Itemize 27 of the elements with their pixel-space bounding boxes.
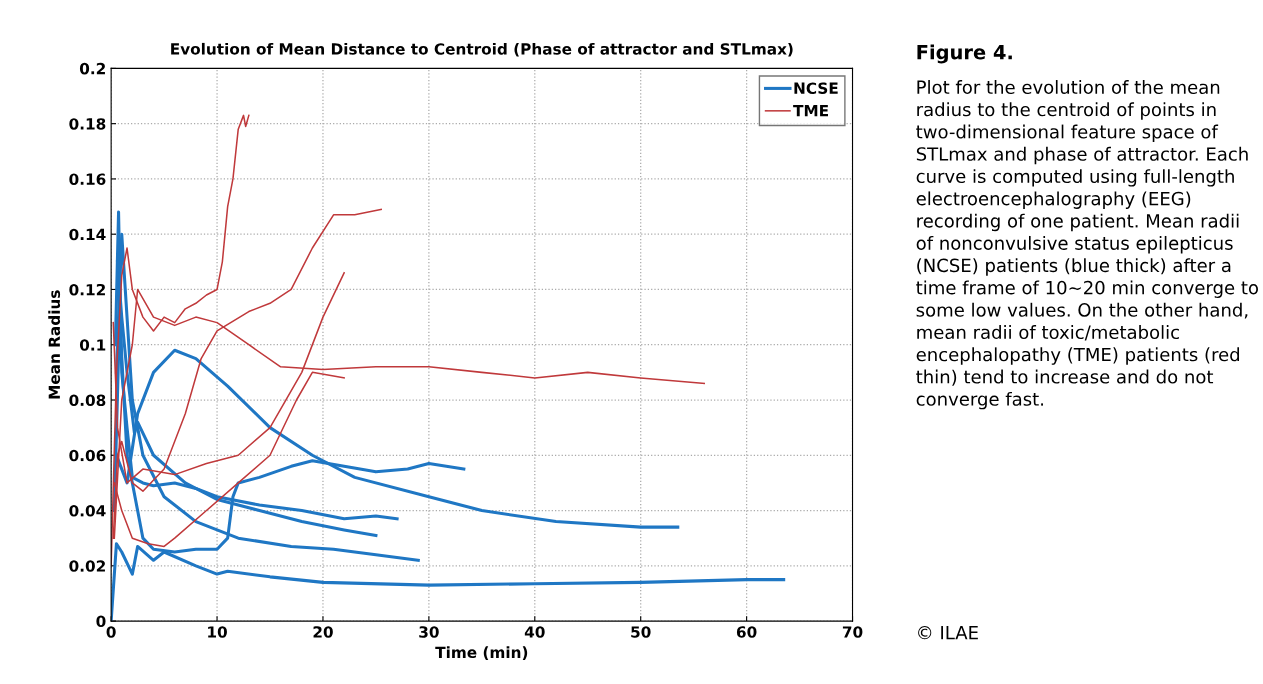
x-tick-label: 0: [106, 626, 116, 638]
legend-label: TME: [793, 105, 828, 117]
x-tick-label: 20: [313, 626, 333, 638]
text: © ILAE: [918, 626, 978, 640]
y-tick-label: 0.04: [69, 505, 106, 517]
chart-title: Evolution of Mean Distance to Centroid (Phase of attractor and STLmax): [171, 42, 793, 57]
y-tick-label: 0.16: [69, 173, 106, 185]
y-tick-label: 0.18: [69, 118, 106, 130]
y-tick-label: 0.02: [69, 560, 105, 572]
x-tick-label: 10: [208, 626, 227, 638]
y-tick-label: 0.14: [69, 228, 106, 241]
y-axis-title: Mean Radius: [48, 290, 61, 399]
x-tick-label: 30: [419, 626, 439, 638]
x-tick-label: 60: [736, 626, 757, 638]
y-tick-label: 0.08: [69, 394, 106, 407]
x-tick-label: 50: [631, 626, 651, 638]
x-tick-label: 40: [524, 626, 545, 638]
caption: Figure 4.: [917, 44, 1012, 64]
text: Plot for the evolution of the mean radius to the centroid of points in two-dimensional feature space of STLmax and phase of attractor. Each curve is computed using full-length electroencephalography (EEG) recording of one patient. Mean radii of nonconvulsive status epilepticus (NCSE) patients (blue thick) after a time frame of 10∼20 min converge to some low values. On the other hand, mean radii of toxic/metabolic encephalopathy (TME) patients (red thin) tend to increase and do not converge fast.: [916, 80, 1258, 410]
y-tick-label: 0.12: [69, 283, 105, 296]
y-tick-label: 0.1: [79, 339, 106, 351]
y-tick-label: 0.06: [69, 449, 106, 462]
x-tick-label: 70: [842, 626, 863, 638]
y-tick-label: 0: [96, 615, 106, 628]
x-axis-title: Time (min): [435, 646, 528, 660]
y-tick-label: 0.2: [79, 62, 105, 75]
legend-label: NCSE: [794, 82, 838, 94]
